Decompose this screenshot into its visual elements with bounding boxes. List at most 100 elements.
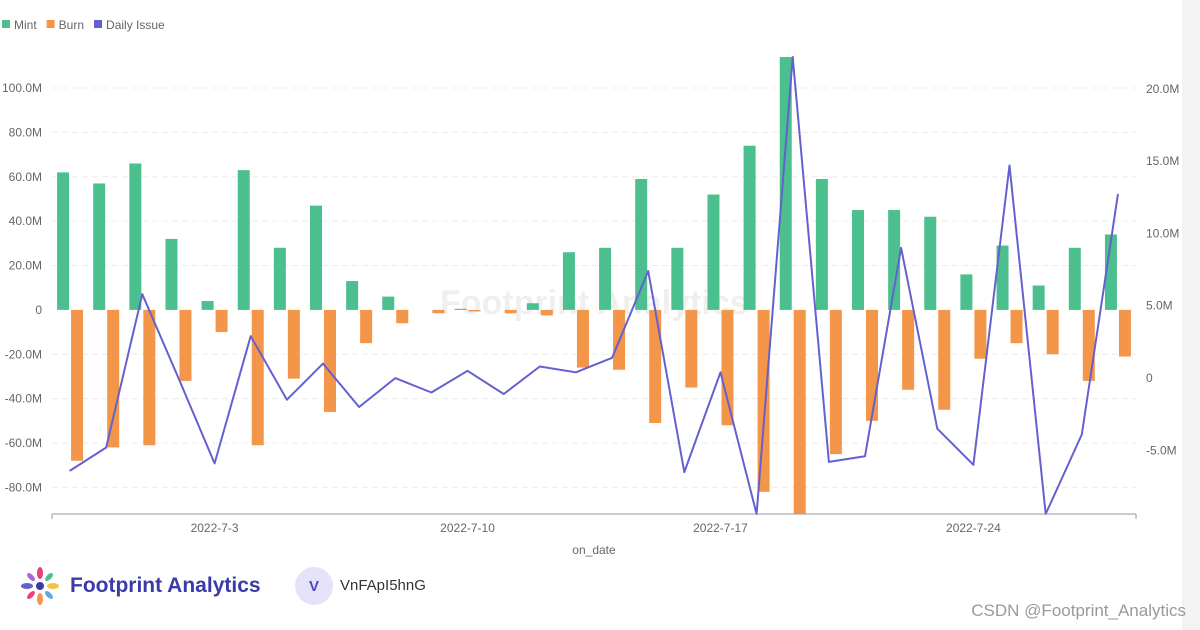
left-tick-label: 80.0M <box>9 125 42 139</box>
mint-bar <box>743 145 756 310</box>
daily-issue-point <box>322 362 324 365</box>
left-tick-label: -60.0M <box>5 436 42 450</box>
daily-issue-point <box>864 455 866 457</box>
legend-label: Mint <box>14 18 37 32</box>
left-tick-label: 0 <box>35 303 42 317</box>
daily-issue-point <box>1008 164 1011 167</box>
legend-item-mint: Mint <box>2 18 37 32</box>
daily-issue-point <box>358 406 360 408</box>
mint-bar <box>93 183 106 310</box>
daily-issue-point <box>177 377 180 379</box>
x-tick-label: 2022-7-24 <box>946 521 1001 535</box>
mint-bar <box>779 57 792 310</box>
daily-issue-polyline <box>69 56 1119 515</box>
legend-item-daily-issue: Daily Issue <box>94 18 165 32</box>
mint-bar <box>310 205 322 310</box>
legend-swatch <box>2 20 10 28</box>
daily-issue-point <box>683 471 686 473</box>
chart: Mint Burn Daily Issue 100.0M 80.0M 60.0M 40.0… <box>2 18 1179 557</box>
daily-issue-point <box>249 335 252 337</box>
burn-bar <box>396 309 409 324</box>
burn-bar <box>215 309 228 333</box>
burn-bar <box>287 309 300 379</box>
mint-bar <box>960 274 973 310</box>
daily-issue-point <box>1081 433 1083 436</box>
mint-bar <box>562 252 575 310</box>
burn-bar <box>938 309 951 410</box>
mint-bar <box>635 179 648 310</box>
daily-issue-point <box>828 461 830 463</box>
daily-issue-point <box>539 365 541 368</box>
right-axis: 20.0M 15.0M 10.0M 5.0M 0 -5.0M <box>1146 82 1179 458</box>
watermark: Footprint Analytics <box>440 284 749 322</box>
legend[interactable]: Mint Burn Daily Issue <box>2 18 165 32</box>
mint-bar <box>815 179 828 310</box>
daily-issue-point <box>791 56 794 58</box>
right-tick-label: 5.0M <box>1146 299 1173 313</box>
burn-bar <box>974 309 987 359</box>
mint-bar <box>924 216 937 310</box>
mint-bar <box>1032 285 1045 310</box>
mint-bar <box>996 245 1009 310</box>
user-name[interactable]: VnFApI5hnG <box>340 577 426 594</box>
burn-bar <box>324 309 336 412</box>
mint-bar <box>599 247 612 310</box>
mint-bar <box>129 163 142 310</box>
burn-bar <box>757 309 770 492</box>
burn-bar <box>576 309 589 368</box>
burn-bar <box>143 309 156 446</box>
left-tick-label: 40.0M <box>9 214 42 228</box>
burn-bar <box>107 309 120 448</box>
burn-bar <box>685 309 698 388</box>
left-tick-label: 60.0M <box>9 170 42 184</box>
daily-issue-point <box>936 427 939 430</box>
burn-bar <box>649 309 662 424</box>
burn-bar <box>793 309 806 514</box>
right-tick-label: 0 <box>1146 371 1153 385</box>
left-tick-label: -80.0M <box>5 480 42 494</box>
burn-bar <box>866 309 878 421</box>
mint-bar <box>201 301 214 310</box>
mint-bar <box>707 194 720 310</box>
burn-bar <box>721 309 734 426</box>
daily-issue-point <box>69 469 71 472</box>
burn-bar <box>360 309 373 344</box>
mint-bar <box>273 247 286 310</box>
footprint-logo[interactable]: Footprint Analytics <box>18 566 261 606</box>
burn-bar <box>251 309 264 446</box>
burn-bar <box>179 309 192 381</box>
footprint-logo-icon <box>21 567 59 605</box>
mint-bar <box>526 303 539 310</box>
legend-label: Daily Issue <box>106 18 165 32</box>
legend-swatch <box>46 20 55 28</box>
mint-bar <box>382 296 395 310</box>
mint-bar <box>852 210 864 310</box>
burn-bar <box>432 309 445 314</box>
mint-bar <box>1068 247 1081 310</box>
burn-bar <box>71 309 84 461</box>
scrollbar[interactable] <box>1182 0 1200 630</box>
daily-issue-point <box>105 446 107 449</box>
right-tick-label: 10.0M <box>1146 226 1179 240</box>
burn-bar <box>1082 309 1095 381</box>
daily-issue-point <box>466 370 469 372</box>
daily-issue-point <box>286 398 288 401</box>
daily-issue-point <box>502 393 505 395</box>
burn-bar <box>829 309 842 455</box>
burn-bar <box>1118 309 1131 357</box>
left-tick-label: -40.0M <box>5 392 42 406</box>
legend-item-burn: Burn <box>46 18 84 32</box>
burn-bar <box>902 309 915 390</box>
legend-swatch <box>94 20 103 28</box>
credit-watermark: CSDN @Footprint_Analytics <box>971 601 1186 620</box>
mint-bar <box>454 308 467 310</box>
burn-bar <box>1046 309 1059 355</box>
left-axis: 100.0M 80.0M 60.0M 40.0M 20.0M 0 -20.0M -40.0M -… <box>2 81 42 494</box>
x-tick-label: 2022-7-3 <box>191 521 239 535</box>
left-tick-label: -20.0M <box>5 347 42 361</box>
avatar[interactable]: V <box>295 567 333 605</box>
x-tick-label: 2022-7-17 <box>693 521 748 535</box>
mint-bar <box>1104 234 1117 310</box>
mint-bar <box>237 170 250 310</box>
daily-issue-point <box>1117 193 1119 196</box>
